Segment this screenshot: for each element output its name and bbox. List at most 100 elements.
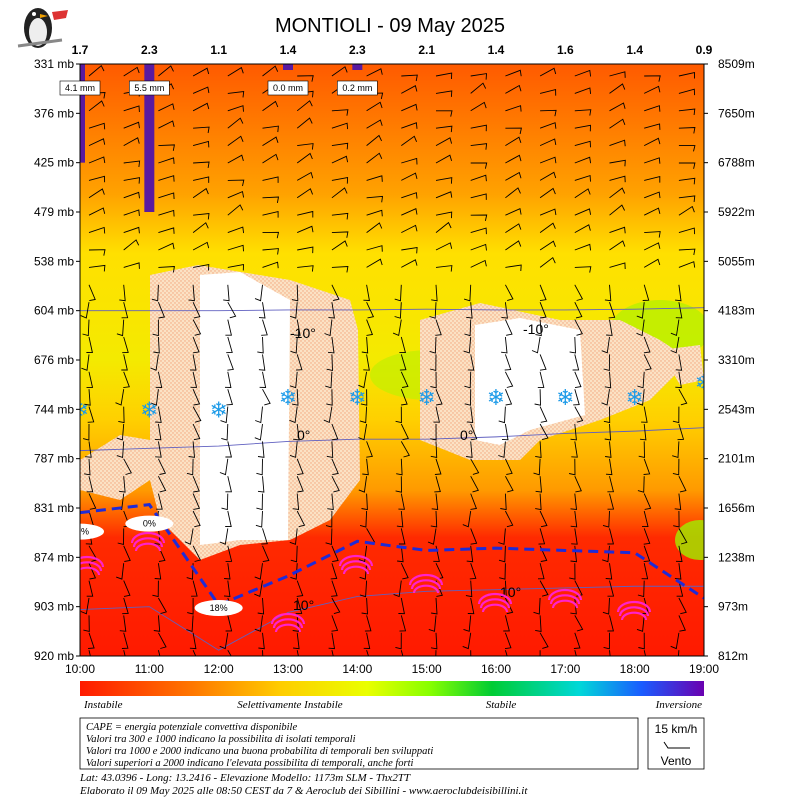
wind-barb <box>331 458 339 476</box>
wind-barb <box>464 389 472 406</box>
wind-barb <box>331 597 341 615</box>
cloud-bubble-icon <box>80 523 104 540</box>
wind-barb <box>539 406 548 423</box>
wind-barb <box>401 157 418 165</box>
wind-barb <box>607 493 615 510</box>
snowflake-icon: ❄ <box>695 370 713 395</box>
wind-barb <box>153 615 161 632</box>
wind-barb <box>152 319 159 337</box>
wind-barb <box>539 632 549 649</box>
wind-barb <box>157 475 167 493</box>
wind-barb <box>121 632 129 649</box>
wind-barb <box>395 476 402 493</box>
wind-scale-barb-icon <box>663 741 690 749</box>
wind-barb <box>189 354 197 371</box>
wind-barb <box>123 121 140 129</box>
wind-barb <box>539 122 557 129</box>
wind-barb <box>366 258 383 268</box>
legend-label-selettivamente: Selettivamente Instabile <box>237 699 342 711</box>
wind-barb <box>430 371 437 389</box>
wind-barb <box>227 226 245 234</box>
wind-barb <box>325 510 333 528</box>
wind-barb <box>192 510 201 528</box>
wind-barb <box>296 458 304 476</box>
rain-icon <box>338 554 374 575</box>
wind-barb <box>324 319 333 337</box>
wind-barb <box>503 615 510 632</box>
wind-barb <box>296 476 304 493</box>
precipitation-label: 5.5 mm <box>134 83 164 93</box>
wind-barb <box>537 371 545 388</box>
wind-barb <box>289 441 298 458</box>
cloud-region <box>475 318 585 445</box>
wind-barb <box>574 406 584 423</box>
wind-barb <box>539 222 556 233</box>
wind-barb <box>193 161 210 168</box>
wind-barb <box>262 261 279 269</box>
x-tick-label: 15:00 <box>412 662 442 676</box>
precipitation-layer <box>80 64 363 212</box>
top-value-label: 1.7 <box>72 43 89 57</box>
wind-barb <box>535 441 542 458</box>
wind-barb <box>574 615 584 632</box>
wind-barb <box>151 284 159 302</box>
wind-barb <box>258 632 265 650</box>
wind-barb <box>360 389 368 406</box>
wind-barb <box>644 157 661 164</box>
wind-barb <box>430 441 438 458</box>
wind-barb <box>297 143 314 150</box>
wind-barb <box>470 143 488 150</box>
wind-barb <box>401 103 418 112</box>
wind-barb <box>88 207 106 216</box>
wind-barb <box>88 650 91 656</box>
wind-barb <box>678 597 687 615</box>
wind-barb <box>498 406 506 424</box>
wind-barb <box>570 510 578 528</box>
wind-barb <box>466 406 474 424</box>
wind-barb <box>466 545 474 563</box>
wind-barb <box>331 66 348 77</box>
wind-barb <box>192 545 202 562</box>
wind-barb <box>328 302 335 319</box>
wind-barb <box>678 162 696 169</box>
wind-barb <box>123 137 140 146</box>
wind-barb <box>609 240 626 251</box>
wind-barb <box>123 105 140 113</box>
cloud-base-line <box>80 503 704 607</box>
wind-barb <box>262 125 279 133</box>
wind-barb <box>470 193 487 200</box>
wind-barb <box>115 389 125 406</box>
wind-barb <box>678 261 696 268</box>
wind-barb <box>643 458 651 475</box>
wind-barb <box>505 187 521 199</box>
wind-barb <box>500 493 507 511</box>
top-value-label: 2.1 <box>418 43 435 57</box>
wind-barb <box>539 354 547 371</box>
wind-barb <box>261 528 268 545</box>
wind-barb <box>678 88 696 96</box>
wind-barb <box>533 458 541 476</box>
y-tick-label-left: 831 mb <box>34 501 74 515</box>
wind-barb <box>254 284 263 302</box>
wind-barb <box>85 441 92 458</box>
wind-barb <box>122 336 129 354</box>
wind-barb <box>678 127 696 134</box>
wind-barb <box>644 105 661 112</box>
wind-barb <box>192 389 201 406</box>
wind-barb <box>569 563 576 580</box>
wind-barb <box>290 336 298 354</box>
wind-barb <box>535 615 542 632</box>
isotherm-label: -10° <box>290 325 316 341</box>
wind-barb <box>255 510 263 528</box>
wind-barb <box>505 136 522 146</box>
wind-barb <box>366 175 383 182</box>
notes-line-3: Valori tra 1000 e 2000 indicano una buon… <box>86 746 433 757</box>
wind-barb <box>123 580 131 597</box>
wind-barb <box>227 263 244 271</box>
precipitation-label-box <box>129 80 170 96</box>
stable-patch <box>675 520 704 560</box>
wind-barb <box>227 190 245 199</box>
isotherm-label: 10° <box>293 597 314 613</box>
wind-barb <box>504 650 508 656</box>
wind-barb <box>225 441 232 458</box>
